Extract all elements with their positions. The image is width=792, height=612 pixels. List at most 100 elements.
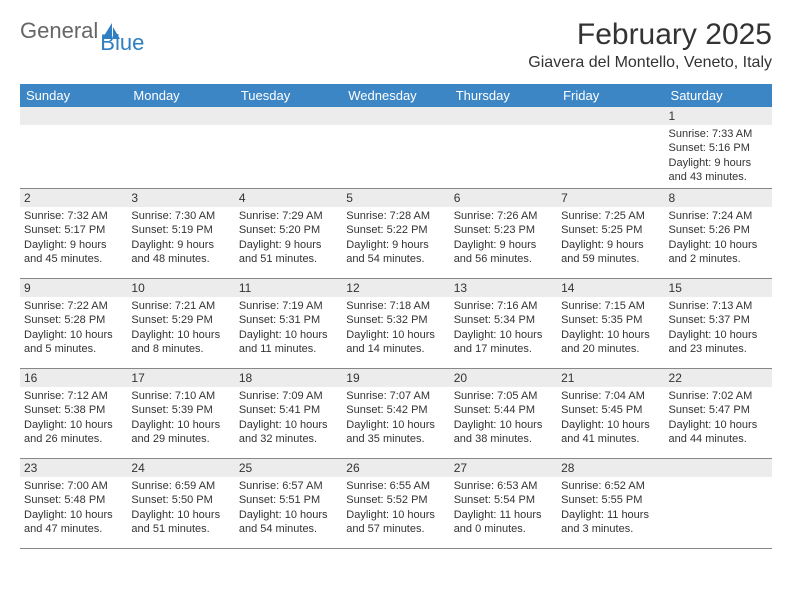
day-detail-line: Daylight: 10 hours and 23 minutes. <box>669 328 768 357</box>
day-detail-line: Daylight: 11 hours and 0 minutes. <box>454 508 553 537</box>
day-detail-line: Sunset: 5:45 PM <box>561 403 660 417</box>
weekday-header: Thursday <box>450 84 557 107</box>
day-details: Sunrise: 7:07 AMSunset: 5:42 PMDaylight:… <box>342 387 449 450</box>
day-details: Sunrise: 7:12 AMSunset: 5:38 PMDaylight:… <box>20 387 127 450</box>
day-number: 15 <box>665 279 772 297</box>
day-details: Sunrise: 7:00 AMSunset: 5:48 PMDaylight:… <box>20 477 127 540</box>
day-detail-line: Daylight: 9 hours and 56 minutes. <box>454 238 553 267</box>
calendar-day-cell: 19Sunrise: 7:07 AMSunset: 5:42 PMDayligh… <box>342 369 449 459</box>
day-number: 12 <box>342 279 449 297</box>
day-details: Sunrise: 7:26 AMSunset: 5:23 PMDaylight:… <box>450 207 557 270</box>
calendar-day-cell: 2Sunrise: 7:32 AMSunset: 5:17 PMDaylight… <box>20 189 127 279</box>
day-detail-line: Daylight: 10 hours and 26 minutes. <box>24 418 123 447</box>
calendar-day-cell: 12Sunrise: 7:18 AMSunset: 5:32 PMDayligh… <box>342 279 449 369</box>
day-detail-line: Daylight: 9 hours and 51 minutes. <box>239 238 338 267</box>
day-number <box>342 107 449 125</box>
day-detail-line: Sunrise: 7:24 AM <box>669 209 768 223</box>
day-detail-line: Sunset: 5:29 PM <box>131 313 230 327</box>
day-number: 8 <box>665 189 772 207</box>
calendar-week-row: 23Sunrise: 7:00 AMSunset: 5:48 PMDayligh… <box>20 459 772 549</box>
day-number: 26 <box>342 459 449 477</box>
day-details: Sunrise: 7:04 AMSunset: 5:45 PMDaylight:… <box>557 387 664 450</box>
day-details: Sunrise: 7:13 AMSunset: 5:37 PMDaylight:… <box>665 297 772 360</box>
calendar-week-row: 16Sunrise: 7:12 AMSunset: 5:38 PMDayligh… <box>20 369 772 459</box>
day-detail-line: Sunset: 5:28 PM <box>24 313 123 327</box>
day-detail-line: Daylight: 10 hours and 8 minutes. <box>131 328 230 357</box>
day-number: 5 <box>342 189 449 207</box>
day-detail-line: Daylight: 10 hours and 44 minutes. <box>669 418 768 447</box>
day-detail-line: Sunset: 5:38 PM <box>24 403 123 417</box>
day-detail-line: Sunrise: 7:21 AM <box>131 299 230 313</box>
calendar-day-cell: 25Sunrise: 6:57 AMSunset: 5:51 PMDayligh… <box>235 459 342 549</box>
day-detail-line: Daylight: 9 hours and 45 minutes. <box>24 238 123 267</box>
calendar-day-cell <box>127 107 234 189</box>
calendar-day-cell: 13Sunrise: 7:16 AMSunset: 5:34 PMDayligh… <box>450 279 557 369</box>
day-detail-line: Sunset: 5:17 PM <box>24 223 123 237</box>
day-details: Sunrise: 7:32 AMSunset: 5:17 PMDaylight:… <box>20 207 127 270</box>
day-number <box>20 107 127 125</box>
day-details: Sunrise: 7:02 AMSunset: 5:47 PMDaylight:… <box>665 387 772 450</box>
day-details: Sunrise: 7:24 AMSunset: 5:26 PMDaylight:… <box>665 207 772 270</box>
day-detail-line: Sunrise: 7:12 AM <box>24 389 123 403</box>
day-detail-line: Daylight: 9 hours and 59 minutes. <box>561 238 660 267</box>
calendar-day-cell <box>557 107 664 189</box>
day-detail-line: Sunrise: 6:55 AM <box>346 479 445 493</box>
day-detail-line: Sunrise: 7:04 AM <box>561 389 660 403</box>
calendar-day-cell: 28Sunrise: 6:52 AMSunset: 5:55 PMDayligh… <box>557 459 664 549</box>
day-detail-line: Sunset: 5:23 PM <box>454 223 553 237</box>
day-number: 19 <box>342 369 449 387</box>
day-detail-line: Daylight: 9 hours and 48 minutes. <box>131 238 230 267</box>
day-detail-line: Daylight: 10 hours and 38 minutes. <box>454 418 553 447</box>
day-detail-line: Sunrise: 7:18 AM <box>346 299 445 313</box>
calendar-day-cell: 20Sunrise: 7:05 AMSunset: 5:44 PMDayligh… <box>450 369 557 459</box>
day-number: 16 <box>20 369 127 387</box>
day-details: Sunrise: 7:28 AMSunset: 5:22 PMDaylight:… <box>342 207 449 270</box>
day-number: 18 <box>235 369 342 387</box>
calendar-day-cell: 22Sunrise: 7:02 AMSunset: 5:47 PMDayligh… <box>665 369 772 459</box>
calendar-day-cell <box>342 107 449 189</box>
day-detail-line: Daylight: 9 hours and 43 minutes. <box>669 156 768 185</box>
day-detail-line: Sunset: 5:19 PM <box>131 223 230 237</box>
calendar-week-row: 2Sunrise: 7:32 AMSunset: 5:17 PMDaylight… <box>20 189 772 279</box>
day-number: 13 <box>450 279 557 297</box>
weekday-header: Tuesday <box>235 84 342 107</box>
calendar-day-cell: 3Sunrise: 7:30 AMSunset: 5:19 PMDaylight… <box>127 189 234 279</box>
day-detail-line: Daylight: 10 hours and 57 minutes. <box>346 508 445 537</box>
day-details: Sunrise: 7:25 AMSunset: 5:25 PMDaylight:… <box>557 207 664 270</box>
day-number: 11 <box>235 279 342 297</box>
day-number: 27 <box>450 459 557 477</box>
day-details: Sunrise: 7:21 AMSunset: 5:29 PMDaylight:… <box>127 297 234 360</box>
day-details: Sunrise: 6:52 AMSunset: 5:55 PMDaylight:… <box>557 477 664 540</box>
day-detail-line: Sunset: 5:47 PM <box>669 403 768 417</box>
day-details: Sunrise: 7:16 AMSunset: 5:34 PMDaylight:… <box>450 297 557 360</box>
day-detail-line: Sunrise: 7:00 AM <box>24 479 123 493</box>
day-details: Sunrise: 7:33 AMSunset: 5:16 PMDaylight:… <box>665 125 772 188</box>
day-details: Sunrise: 7:30 AMSunset: 5:19 PMDaylight:… <box>127 207 234 270</box>
day-detail-line: Daylight: 10 hours and 47 minutes. <box>24 508 123 537</box>
day-detail-line: Sunset: 5:51 PM <box>239 493 338 507</box>
weekday-header: Wednesday <box>342 84 449 107</box>
calendar-week-row: 9Sunrise: 7:22 AMSunset: 5:28 PMDaylight… <box>20 279 772 369</box>
day-detail-line: Daylight: 11 hours and 3 minutes. <box>561 508 660 537</box>
day-detail-line: Sunset: 5:31 PM <box>239 313 338 327</box>
logo: General Blue <box>20 18 144 44</box>
day-detail-line: Sunrise: 6:59 AM <box>131 479 230 493</box>
day-details: Sunrise: 7:18 AMSunset: 5:32 PMDaylight:… <box>342 297 449 360</box>
day-details: Sunrise: 6:57 AMSunset: 5:51 PMDaylight:… <box>235 477 342 540</box>
calendar-day-cell: 9Sunrise: 7:22 AMSunset: 5:28 PMDaylight… <box>20 279 127 369</box>
day-detail-line: Daylight: 10 hours and 51 minutes. <box>131 508 230 537</box>
calendar-day-cell: 1Sunrise: 7:33 AMSunset: 5:16 PMDaylight… <box>665 107 772 189</box>
weekday-header: Saturday <box>665 84 772 107</box>
calendar-day-cell: 21Sunrise: 7:04 AMSunset: 5:45 PMDayligh… <box>557 369 664 459</box>
day-details: Sunrise: 7:19 AMSunset: 5:31 PMDaylight:… <box>235 297 342 360</box>
day-number <box>665 459 772 477</box>
day-details: Sunrise: 7:09 AMSunset: 5:41 PMDaylight:… <box>235 387 342 450</box>
calendar-day-cell: 14Sunrise: 7:15 AMSunset: 5:35 PMDayligh… <box>557 279 664 369</box>
logo-text-blue: Blue <box>100 30 144 56</box>
calendar-day-cell <box>665 459 772 549</box>
day-detail-line: Sunrise: 7:25 AM <box>561 209 660 223</box>
calendar-day-cell <box>20 107 127 189</box>
calendar-day-cell <box>450 107 557 189</box>
calendar-day-cell: 26Sunrise: 6:55 AMSunset: 5:52 PMDayligh… <box>342 459 449 549</box>
calendar-day-cell: 18Sunrise: 7:09 AMSunset: 5:41 PMDayligh… <box>235 369 342 459</box>
